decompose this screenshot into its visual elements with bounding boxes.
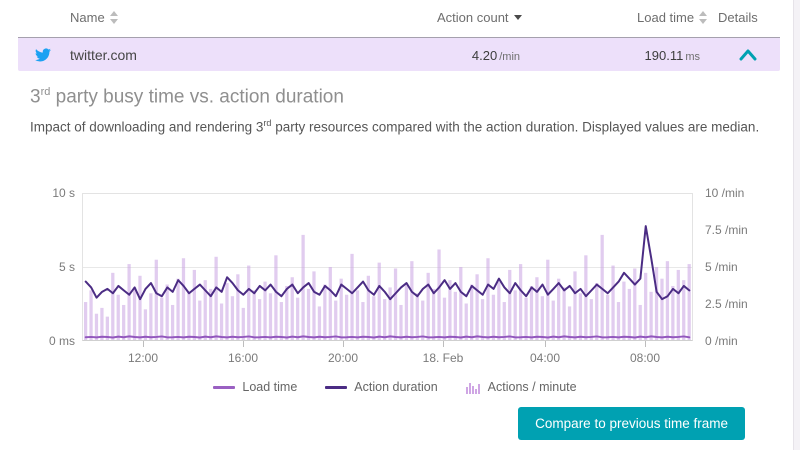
timeseries-chart[interactable] bbox=[82, 193, 693, 341]
column-header-action-count[interactable]: Action count bbox=[437, 10, 522, 25]
x-tick bbox=[143, 341, 144, 347]
y-axis-right-label-5: 5 /min bbox=[705, 260, 738, 274]
column-header-name-label: Name bbox=[70, 10, 105, 25]
x-axis-label-16: 16:00 bbox=[227, 351, 259, 365]
x-tick bbox=[243, 341, 244, 347]
legend-label-action-duration: Action duration bbox=[354, 380, 438, 394]
y-axis-right-label-2-5: 2.5 /min bbox=[705, 297, 748, 311]
x-tick bbox=[545, 341, 546, 347]
action-duration-line-swatch bbox=[325, 385, 348, 389]
legend-item-action-duration[interactable]: Action duration bbox=[325, 380, 438, 394]
twitter-bird-icon bbox=[35, 48, 51, 62]
x-axis-label-04: 04:00 bbox=[529, 351, 561, 365]
column-header-load-time-label: Load time bbox=[637, 10, 695, 25]
x-axis-label-12: 12:00 bbox=[127, 351, 159, 365]
legend-item-actions-per-minute[interactable]: Actions / minute bbox=[465, 380, 577, 394]
row-load-time-value: 190.11 ms bbox=[644, 48, 700, 63]
mini-bars-icon bbox=[465, 382, 480, 394]
y-axis-left-label-5s: 5 s bbox=[58, 260, 75, 274]
x-axis-label-08: 08:00 bbox=[629, 351, 661, 365]
legend-item-load-time[interactable]: Load time bbox=[213, 380, 297, 394]
collapse-chevron-up-icon[interactable] bbox=[739, 48, 757, 61]
y-axis-right-label-0: 0 /min bbox=[705, 334, 738, 348]
section-title: 3rd party busy time vs. action duration bbox=[30, 86, 344, 108]
sort-both-icon bbox=[109, 11, 118, 24]
y-axis-left-label-10s: 10 s bbox=[52, 186, 75, 200]
x-tick bbox=[343, 341, 344, 347]
table-row-twitter[interactable]: twitter.com 4.20/min 190.11 ms bbox=[18, 37, 780, 71]
column-header-load-time[interactable]: Load time bbox=[637, 10, 708, 25]
compare-previous-timeframe-button[interactable]: Compare to previous time frame bbox=[518, 407, 745, 440]
sort-desc-icon bbox=[513, 15, 522, 20]
column-header-details: Details bbox=[718, 10, 758, 25]
chart-legend: Load time Action duration Actions / minu… bbox=[0, 380, 790, 394]
column-header-details-label: Details bbox=[718, 10, 758, 25]
x-tick bbox=[443, 341, 444, 347]
y-axis-left-label-0ms: 0 ms bbox=[48, 334, 75, 348]
column-header-action-count-label: Action count bbox=[437, 10, 509, 25]
y-axis-right-label-7-5: 7.5 /min bbox=[705, 223, 748, 237]
legend-label-actions-per-minute: Actions / minute bbox=[487, 380, 577, 394]
column-header-name[interactable]: Name bbox=[70, 10, 118, 25]
legend-label-load-time: Load time bbox=[242, 380, 298, 394]
y-axis-right-label-10: 10 /min bbox=[705, 186, 745, 200]
row-site-name: twitter.com bbox=[70, 47, 137, 63]
sort-both-icon bbox=[699, 11, 708, 24]
row-action-count-value: 4.20/min bbox=[471, 48, 520, 63]
vertical-scrollbar[interactable] bbox=[793, 0, 800, 450]
x-axis-label-18feb: 18. Feb bbox=[422, 351, 464, 365]
section-description: Impact of downloading and rendering 3rd … bbox=[30, 118, 760, 135]
x-tick bbox=[645, 341, 646, 347]
gridline-mid bbox=[83, 267, 692, 268]
chart-canvas bbox=[83, 225, 691, 340]
x-axis-label-20: 20:00 bbox=[327, 351, 359, 365]
load-time-line-swatch bbox=[213, 385, 236, 389]
